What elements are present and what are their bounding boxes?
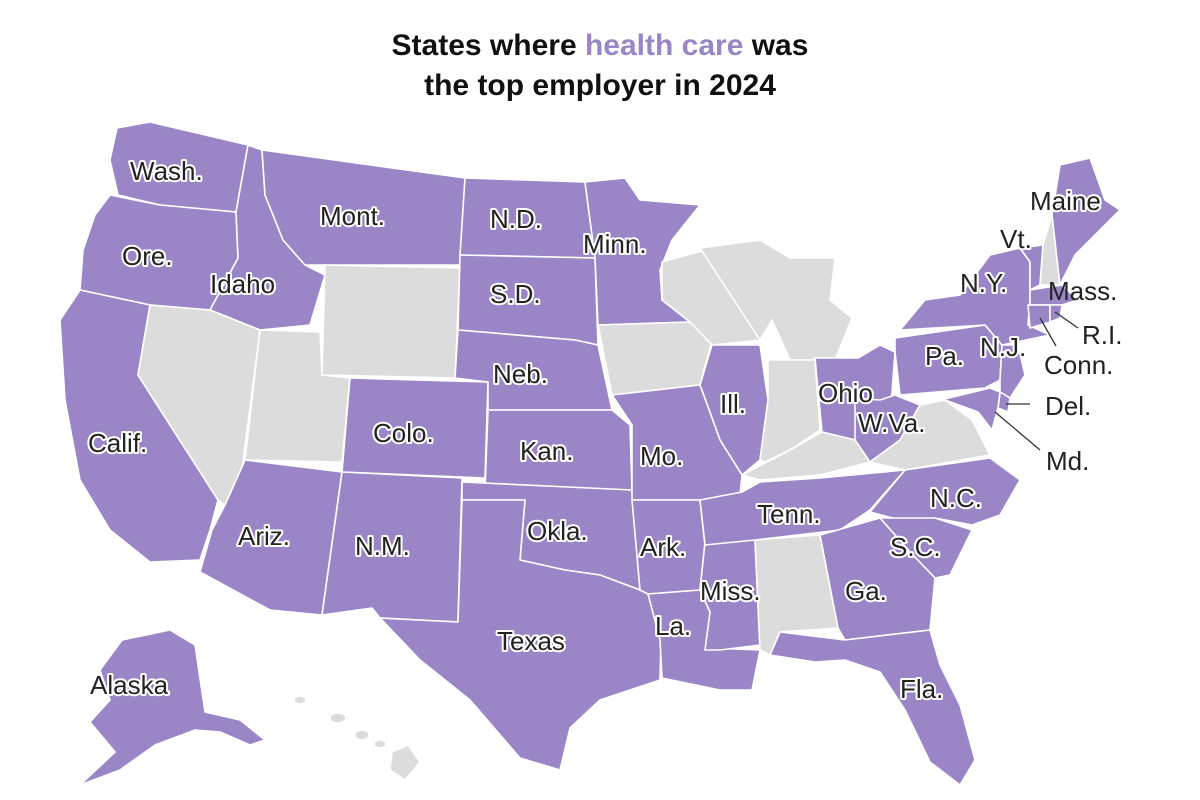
label-ark: Ark. [640, 532, 686, 562]
title-line2: the top employer in 2024 [424, 69, 776, 102]
title-suffix: was [743, 29, 809, 62]
label-wash: Wash. [130, 156, 203, 186]
title-highlight: health care [584, 29, 744, 62]
label-sc: S.C. [890, 532, 941, 562]
title-prefix: States where [391, 29, 585, 62]
label-ohio: Ohio [818, 378, 873, 408]
label-calif: Calif. [88, 428, 147, 458]
label-minn: Minn. [583, 229, 647, 259]
label-md: Md. [1046, 446, 1089, 476]
label-nd: N.D. [490, 204, 542, 234]
state-ga[interactable] [819, 517, 936, 641]
leader-md [994, 411, 1041, 451]
label-mass: Mass. [1048, 276, 1117, 306]
label-colo: Colo. [373, 418, 434, 448]
leader-lines [994, 311, 1079, 451]
state-alaska[interactable] [79, 629, 266, 786]
label-wva: W.Va. [858, 408, 925, 438]
state-md[interactable] [919, 387, 1001, 431]
label-ore: Ore. [122, 241, 173, 271]
label-pa: Pa. [925, 341, 964, 371]
state-nc[interactable] [869, 457, 1021, 526]
state-maine[interactable] [1051, 157, 1121, 286]
state-vt[interactable] [1019, 244, 1044, 291]
label-sd: S.D. [490, 279, 541, 309]
state-ri[interactable] [1049, 304, 1063, 323]
label-texas: Texas [497, 626, 565, 656]
label-mo: Mo. [640, 441, 683, 471]
state-tenn[interactable] [699, 469, 906, 546]
label-tenn: Tenn. [757, 499, 821, 529]
state-fla[interactable] [769, 629, 976, 786]
state-mich[interactable] [699, 239, 853, 361]
state-hawaii[interactable] [293, 695, 421, 781]
state-iowa[interactable] [597, 321, 713, 396]
label-ill: Ill. [720, 389, 746, 419]
state-kan[interactable] [484, 409, 633, 491]
label-nj: N.J. [980, 332, 1026, 362]
label-idaho: Idaho [210, 269, 275, 299]
label-ny: N.Y. [960, 268, 1007, 298]
label-conn: Conn. [1044, 350, 1113, 380]
leader-conn [1039, 317, 1057, 347]
label-alaska: Alaska [90, 670, 169, 700]
state-texas[interactable] [379, 499, 663, 771]
label-nm: N.M. [355, 531, 410, 561]
label-ri: R.I. [1082, 320, 1122, 350]
map-title: States where health care was the top emp… [0, 26, 1200, 106]
label-kan: Kan. [520, 436, 574, 466]
label-nc: N.C. [930, 483, 982, 513]
label-la: La. [655, 611, 691, 641]
label-maine: Maine [1030, 186, 1101, 216]
state-mass[interactable] [1029, 284, 1079, 306]
label-del: Del. [1045, 391, 1091, 421]
label-ariz: Ariz. [238, 521, 290, 551]
label-fla: Fla. [900, 674, 943, 704]
label-vt: Vt. [1000, 224, 1032, 254]
leader-ri [1054, 311, 1079, 329]
label-mont: Mont. [320, 201, 385, 231]
state-minn[interactable] [584, 177, 701, 326]
label-ga: Ga. [845, 576, 887, 606]
state-wyo[interactable] [321, 264, 461, 379]
label-neb: Neb. [493, 359, 548, 389]
label-okla: Okla. [527, 516, 588, 546]
label-miss: Miss. [700, 576, 761, 606]
state-conn[interactable] [1027, 304, 1051, 329]
